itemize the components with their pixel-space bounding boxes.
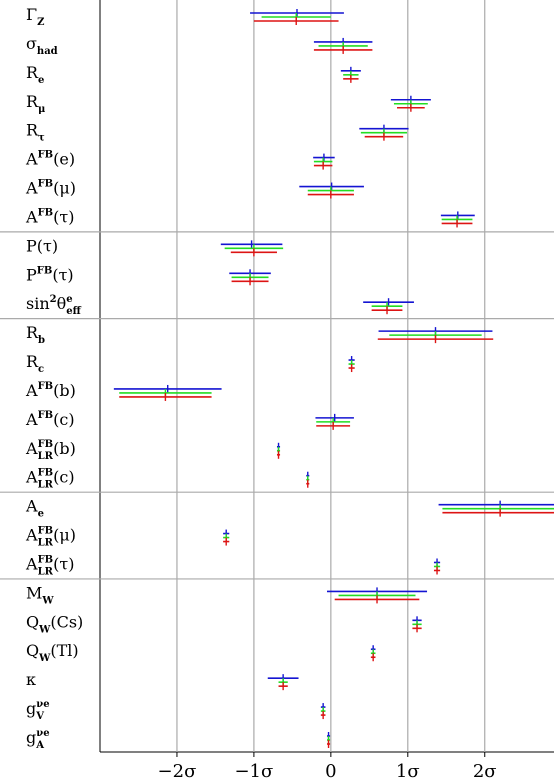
row-label: FB (38, 207, 54, 218)
row-label: W (38, 653, 51, 664)
row-label: A (25, 381, 38, 400)
row-label: τ (38, 133, 45, 144)
x-tick-label: −2σ (158, 761, 197, 782)
x-tick-label: −1σ (234, 761, 273, 782)
row-label: FB (38, 439, 54, 450)
row-label: A (25, 497, 38, 516)
row-label: A (25, 526, 38, 545)
row-label: FB (38, 179, 54, 190)
row-label: FB (38, 554, 54, 565)
row-label: (c) (53, 468, 74, 487)
row-label: FB (38, 150, 54, 161)
row-label: b (38, 335, 45, 346)
row-label: νe (36, 728, 49, 739)
row-label: (τ) (52, 265, 73, 284)
row-label: 2 (50, 294, 57, 305)
row-label: (μ) (53, 526, 76, 545)
row-label: A (35, 740, 44, 751)
row-label: LR (38, 451, 54, 462)
x-tick-label: 2σ (473, 761, 497, 782)
x-tick-label: 0 (325, 761, 336, 782)
row-label: g (26, 699, 36, 718)
row-label: (τ) (53, 554, 74, 573)
row-label: had (37, 46, 58, 57)
row-label: FB (38, 381, 54, 392)
row-label: g (26, 728, 36, 747)
row-label: R (26, 121, 39, 140)
row-label: (b) (53, 439, 76, 458)
row-label: W (38, 624, 51, 635)
row-label: FB (38, 468, 54, 479)
row-label: c (38, 364, 44, 375)
row-label: Γ (26, 5, 37, 24)
row-label: (Tl) (50, 641, 78, 660)
row-label: (μ) (53, 179, 76, 198)
row-label: LR (38, 566, 54, 577)
row-label: M (26, 583, 42, 602)
row-label: FB (37, 265, 53, 276)
row-label: Q (26, 612, 39, 631)
row-label: A (25, 439, 38, 458)
row-label: A (25, 468, 38, 487)
row-label: A (25, 207, 38, 226)
row-label: e (38, 509, 44, 520)
row-label: A (25, 179, 38, 198)
row-label: LR (38, 480, 54, 491)
row-label: A (25, 554, 38, 573)
row-label: e (66, 294, 72, 305)
row-label: sin (26, 294, 50, 313)
row-label: V (35, 711, 44, 722)
row-label: A (25, 150, 38, 169)
row-label: (c) (53, 410, 74, 429)
row-label: P (26, 265, 37, 284)
row-label: LR (38, 538, 54, 549)
row-label: μ (38, 104, 45, 115)
row-label: R (26, 352, 39, 371)
x-tick-label: 1σ (396, 761, 420, 782)
row-label: Q (26, 641, 39, 660)
row-label: A (25, 410, 38, 429)
row-label: (Cs) (50, 612, 83, 631)
row-label: θ (57, 294, 67, 313)
row-label: νe (36, 699, 49, 710)
row-label: FB (38, 526, 54, 537)
row-label: W (41, 595, 54, 606)
row-label: R (26, 63, 39, 82)
row-label: (e) (53, 150, 75, 169)
row-label: eff (66, 306, 81, 317)
row-label: R (26, 323, 39, 342)
row-label: κ (26, 670, 36, 689)
row-label: σ (26, 34, 37, 53)
row-label: Z (37, 17, 44, 28)
row-label: e (38, 75, 44, 86)
row-label: FB (38, 410, 54, 421)
row-label: P(τ) (26, 236, 58, 255)
row-label: R (26, 92, 39, 111)
row-label: (τ) (53, 207, 74, 226)
row-label: (b) (53, 381, 76, 400)
